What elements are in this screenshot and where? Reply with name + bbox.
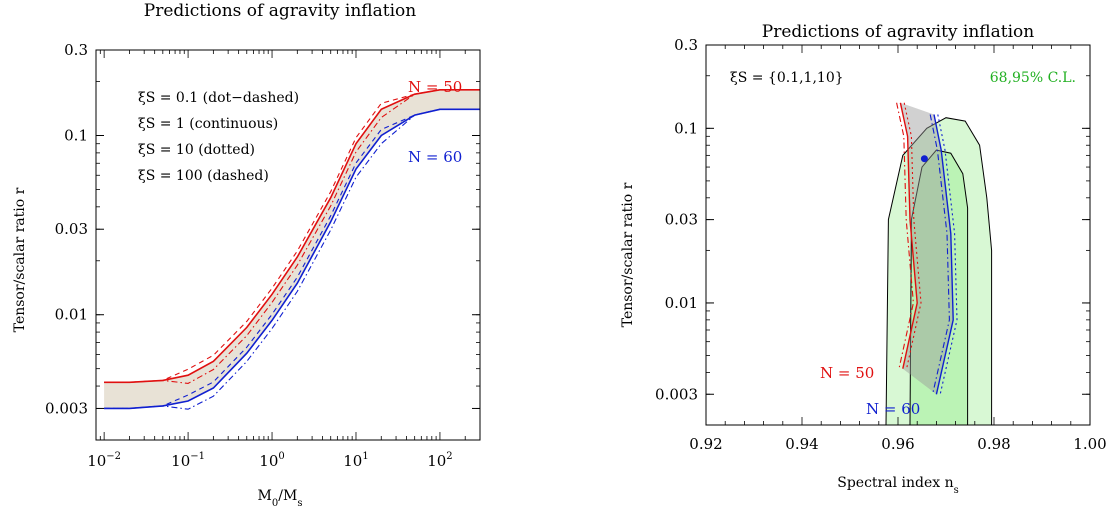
right-y-axis-label: Tensor/scalar ratio r: [620, 182, 636, 327]
left-band-fill: [104, 89, 480, 409]
right-cl-annotation: 68,95% C.L.: [990, 70, 1076, 86]
left-y-axis-label: Tensor/scalar ratio r: [12, 187, 28, 332]
left-legend-line: ξS = 1 (continuous): [138, 116, 278, 132]
right-data-point: [920, 155, 928, 163]
left-x-tick-label: 101: [343, 451, 368, 470]
right-x-tick-label: 0.92: [689, 435, 722, 453]
right-plot-area: 0.92 0.94 0.96 0.98 1.00 0.003 0.01 0.03 0.1 0.3 ξ…: [655, 36, 1107, 453]
left-y-tick-label: 0.3: [64, 41, 88, 59]
left-plot-area: 10−2 10−1 100 101 102 0.003 0.01 0.03 0.1 0.3 N = …: [45, 41, 481, 470]
right-chart-title: Predictions of agravity inflation: [762, 22, 1034, 42]
right-y-tick-label: 0.01: [665, 294, 698, 312]
left-series-n60-dot-dashed: [104, 108, 480, 410]
right-x-tick-label: 0.96: [881, 435, 914, 453]
right-series-n60-curve: [933, 114, 954, 395]
right-y-tick-label: 0.1: [674, 119, 698, 137]
left-series-n50-continuous: [104, 89, 480, 384]
right-series-n50-curve: [899, 102, 918, 369]
right-series-n60-curve: [937, 114, 958, 395]
left-chart-title: Predictions of agravity inflation: [144, 1, 416, 21]
left-x-axis-label-main: M: [258, 488, 272, 504]
left-x-tick-label: 100: [259, 451, 284, 470]
right-y-tick-label: 0.03: [665, 211, 698, 229]
left-legend-line: ξS = 0.1 (dot−dashed): [138, 90, 299, 106]
right-x-tick-label: 0.98: [977, 435, 1010, 453]
left-series-n60-continuous: [104, 108, 480, 410]
right-x-axis-label: Spectral index ns: [837, 475, 959, 496]
left-plot-frame: [95, 49, 481, 441]
right-series-label-n50: N = 50: [820, 364, 874, 382]
right-y-tick-label: 0.3: [674, 36, 698, 54]
left-x-tick-label: 10−1: [171, 451, 205, 470]
left-legend-line: ξS = 100 (dashed): [138, 168, 269, 184]
left-x-tick-label: 102: [427, 451, 452, 470]
left-y-tick-label: 0.003: [45, 399, 88, 417]
left-y-tick-label: 0.1: [64, 127, 88, 145]
left-series-label-n50: N = 50: [408, 78, 462, 96]
left-series-label-n60: N = 60: [408, 148, 462, 166]
left-y-tick-label: 0.03: [55, 220, 88, 238]
left-series-n60-dashed: [104, 108, 480, 409]
left-x-axis-label: M0/Ms: [258, 488, 303, 509]
right-x-tick-label: 0.94: [785, 435, 818, 453]
right-xi-annotation: ξS = {0.1,1,10}: [730, 70, 844, 86]
right-x-tick-label: 1.00: [1073, 435, 1106, 453]
left-x-tick-label: 10−2: [87, 451, 121, 470]
left-y-tick-label: 0.01: [55, 306, 88, 324]
right-chart: Predictions of agravity inflation 0.92 0.…: [620, 22, 1107, 496]
right-series-label-n60: N = 60: [866, 400, 920, 418]
right-series-n50-curve: [896, 102, 914, 369]
left-legend: ξS = 0.1 (dot−dashed) ξS = 1 (continuous)…: [138, 90, 299, 184]
left-legend-line: ξS = 10 (dotted): [138, 142, 255, 158]
right-y-tick-label: 0.003: [655, 385, 698, 403]
left-series-n50-dashed: [104, 89, 480, 383]
left-chart: Predictions of agravity inflation 10−2 10…: [12, 1, 481, 509]
right-series-n60-curve: [929, 114, 950, 395]
left-series-n50-dot-dashed: [104, 89, 480, 384]
